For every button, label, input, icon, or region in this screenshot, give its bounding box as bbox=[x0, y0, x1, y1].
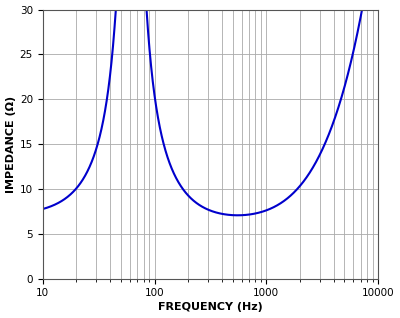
X-axis label: FREQUENCY (Hz): FREQUENCY (Hz) bbox=[158, 302, 263, 313]
Y-axis label: IMPEDANCE (Ω): IMPEDANCE (Ω) bbox=[6, 95, 16, 193]
